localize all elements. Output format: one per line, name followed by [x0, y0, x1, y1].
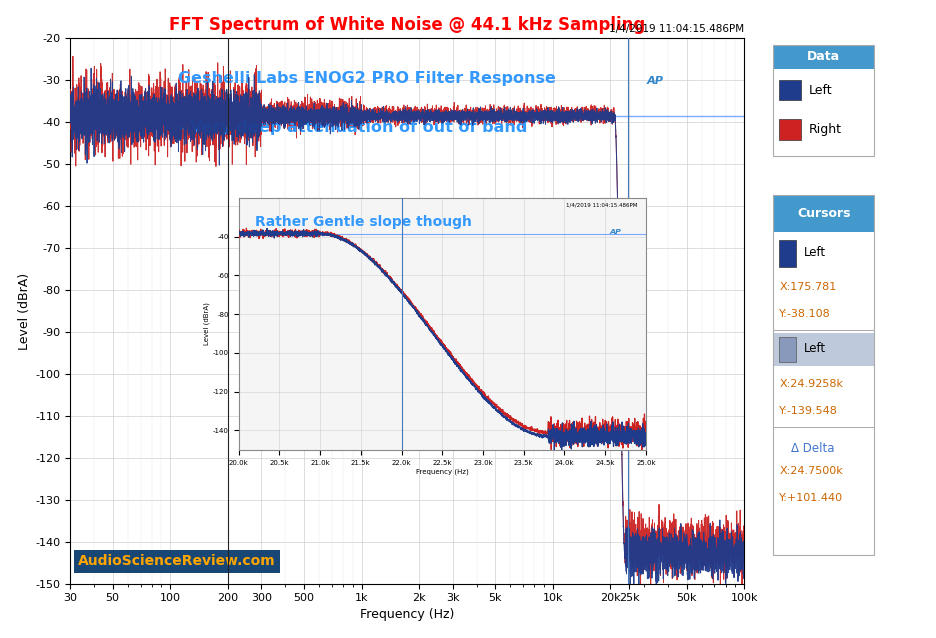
X-axis label: Frequency (Hz): Frequency (Hz) — [416, 468, 469, 475]
Text: X:175.781: X:175.781 — [779, 282, 837, 292]
X-axis label: Frequency (Hz): Frequency (Hz) — [360, 607, 454, 621]
Y-axis label: Level (dBrA): Level (dBrA) — [204, 302, 211, 345]
Bar — [779, 240, 797, 267]
Text: Rather Gentle slope though: Rather Gentle slope though — [255, 216, 472, 230]
Text: 1/4/2019 11:04:15.486PM: 1/4/2019 11:04:15.486PM — [566, 203, 637, 208]
Text: Data: Data — [807, 50, 841, 63]
Text: Left: Left — [809, 84, 832, 97]
Text: Y:-38.108: Y:-38.108 — [779, 309, 831, 319]
Bar — [779, 119, 801, 140]
Text: AudioScienceReview.com: AudioScienceReview.com — [79, 554, 276, 568]
Text: Left: Left — [803, 246, 826, 260]
Text: Y:-139.548: Y:-139.548 — [779, 406, 838, 417]
Text: Y:+101.440: Y:+101.440 — [779, 493, 843, 503]
Text: X:24.9258k: X:24.9258k — [779, 379, 843, 389]
FancyBboxPatch shape — [773, 334, 874, 366]
Text: 1/4/2019 11:04:15.486PM: 1/4/2019 11:04:15.486PM — [609, 24, 744, 34]
Text: ᴬᴾ: ᴬᴾ — [647, 77, 664, 94]
Text: Δ Delta: Δ Delta — [791, 442, 835, 456]
Bar — [779, 80, 801, 101]
Text: X:24.7500k: X:24.7500k — [779, 466, 843, 476]
Bar — [779, 337, 797, 362]
FancyBboxPatch shape — [773, 195, 874, 232]
Text: - Very deep attenuation of out of band: - Very deep attenuation of out of band — [178, 120, 527, 135]
Y-axis label: Level (dBrA): Level (dBrA) — [18, 272, 31, 350]
Text: Left: Left — [803, 343, 826, 355]
Text: Geshelli Labs ENOG2 PRO Filter Response: Geshelli Labs ENOG2 PRO Filter Response — [178, 71, 556, 86]
Text: Right: Right — [809, 123, 841, 136]
Text: FFT Spectrum of White Noise @ 44.1 kHz Sampling: FFT Spectrum of White Noise @ 44.1 kHz S… — [169, 16, 645, 34]
Text: Cursors: Cursors — [797, 207, 851, 220]
FancyBboxPatch shape — [773, 45, 874, 70]
Text: ᴬᴾ: ᴬᴾ — [609, 228, 622, 241]
